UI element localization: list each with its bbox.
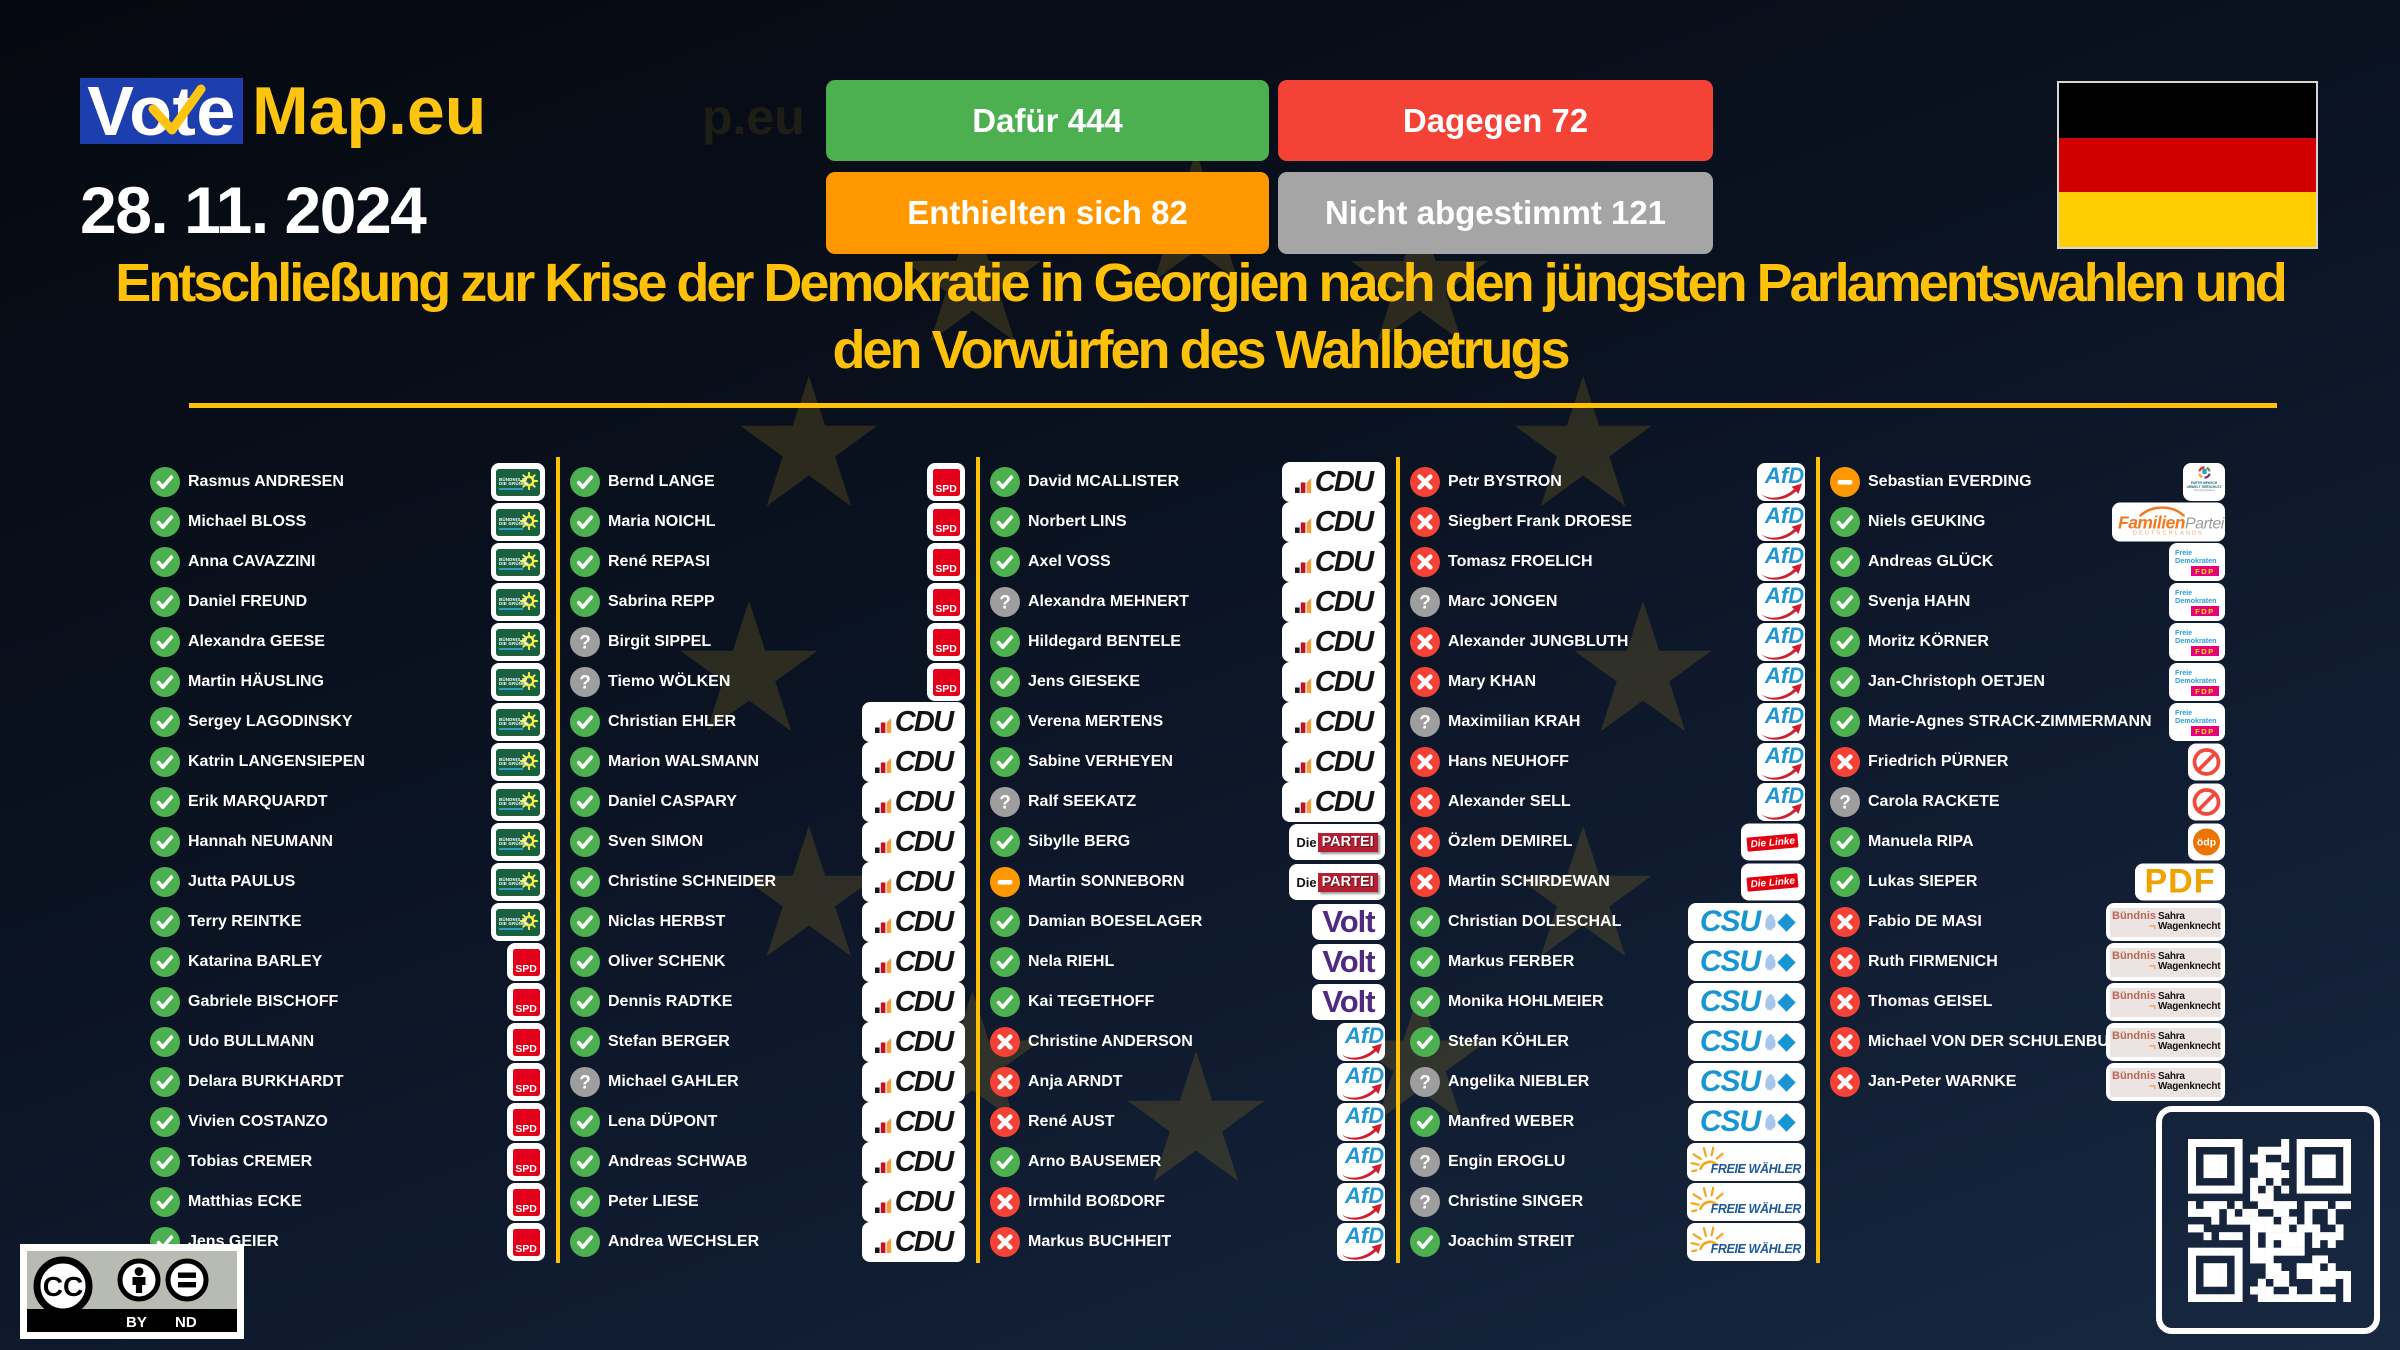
svg-text:CC: CC: [43, 1271, 83, 1302]
svg-text:?: ?: [1419, 1073, 1431, 1094]
svg-text:?: ?: [1419, 1153, 1431, 1174]
svg-text:?: ?: [579, 673, 591, 694]
svg-text:?: ?: [1419, 713, 1431, 734]
svg-text:?: ?: [999, 793, 1011, 814]
svg-text:?: ?: [579, 633, 591, 654]
svg-text:?: ?: [1419, 1193, 1431, 1214]
svg-text:?: ?: [579, 1073, 591, 1094]
svg-text:?: ?: [1419, 593, 1431, 614]
svg-text:?: ?: [1839, 793, 1851, 814]
svg-text:?: ?: [999, 593, 1011, 614]
